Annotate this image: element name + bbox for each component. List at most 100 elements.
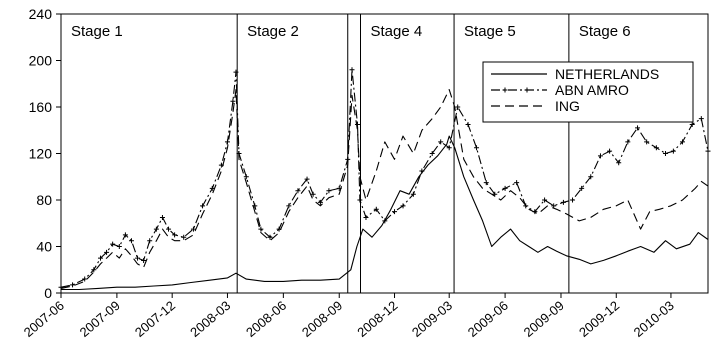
x-tick-label: 2009-06 [465, 298, 511, 340]
series-marker [514, 180, 520, 186]
series-marker [551, 203, 557, 209]
y-tick-label: 40 [36, 239, 52, 255]
y-tick-label: 240 [29, 6, 53, 22]
series-marker [209, 185, 215, 191]
series-marker [70, 282, 76, 288]
series-marker [354, 121, 360, 127]
legend-label: ING [555, 98, 580, 114]
x-tick-label: 2010-03 [631, 298, 677, 340]
series-marker [153, 226, 159, 232]
series-marker [110, 241, 116, 247]
series-marker [429, 151, 435, 156]
y-tick-label: 160 [29, 99, 53, 115]
stage-label: Stage 1 [71, 23, 123, 40]
stage-label: Stage 4 [371, 23, 423, 40]
stage-boundaries [236, 14, 570, 293]
series-marker [679, 139, 685, 145]
series-line-netherlands [61, 135, 709, 291]
series-marker [82, 276, 88, 282]
series-marker [159, 214, 165, 220]
series-marker [181, 234, 187, 240]
series-marker [230, 98, 236, 104]
series-marker [616, 160, 622, 166]
series-marker [252, 203, 258, 209]
series-marker [474, 145, 480, 151]
series-marker [243, 174, 249, 180]
legend-box [482, 61, 694, 123]
series-marker [483, 180, 489, 186]
series-marker [698, 116, 704, 122]
x-tick-label: 2008-09 [299, 298, 345, 340]
series-marker [542, 197, 548, 203]
series-marker [419, 168, 425, 174]
x-tick-label: 2009-03 [409, 298, 455, 340]
series-marker [455, 104, 461, 110]
plot-frame [60, 13, 709, 294]
stage-label: Stage 2 [247, 23, 299, 40]
series-marker [689, 121, 695, 127]
series-marker [172, 232, 178, 238]
x-tick-label: 2008-12 [354, 298, 400, 340]
stage-label: Stage 5 [464, 23, 516, 40]
series-marker [104, 249, 110, 255]
series-marker [326, 188, 332, 194]
series-marker [607, 148, 613, 154]
series-markers [58, 67, 711, 290]
series-marker [357, 197, 363, 203]
series-marker [382, 218, 388, 224]
x-tick-label: 2009-09 [521, 298, 567, 340]
series-marker [122, 232, 128, 238]
y-tick-label: 120 [29, 146, 53, 162]
series-marker [392, 209, 398, 215]
series-marker [502, 185, 508, 191]
series-marker [400, 203, 406, 209]
series-marker [597, 153, 603, 159]
series-marker [166, 226, 172, 232]
series-marker [116, 244, 122, 249]
series-marker [218, 162, 224, 168]
y-tick-label: 0 [44, 285, 52, 301]
series-marker [635, 125, 641, 131]
series-marker [465, 121, 471, 127]
series-marker [373, 206, 379, 212]
series-marker [662, 151, 668, 156]
legend-marker [502, 87, 508, 93]
series-marker [492, 191, 498, 197]
x-tick-label: 2008-03 [187, 298, 233, 340]
legend-marker [524, 87, 530, 93]
series-marker [97, 255, 103, 261]
series-marker [579, 185, 585, 191]
x-tick-label: 2007-06 [21, 298, 67, 340]
series-marker [363, 214, 369, 220]
series-marker [670, 148, 676, 154]
series-marker [286, 203, 292, 209]
series-marker [438, 139, 444, 145]
series-marker [276, 226, 282, 232]
series-marker [295, 188, 301, 194]
x-axis: 2007-06 2007-09 2007-12 2008-03 2008-06 2008-… [21, 293, 677, 340]
stage-label: Stage 6 [579, 23, 631, 40]
y-tick-label: 200 [29, 53, 53, 69]
series-marker [410, 191, 416, 197]
legend-label: ABN AMRO [555, 82, 629, 98]
series-marker [560, 199, 566, 205]
series-marker [532, 209, 538, 215]
series-marker [570, 197, 576, 203]
y-axis: 0 40 80 120 160 200 240 [29, 6, 61, 301]
series-marker [644, 139, 650, 145]
series-marker [267, 234, 273, 240]
series-marker [304, 176, 310, 182]
series-marker [200, 203, 206, 209]
stage-labels: Stage 1 Stage 2 Stage 4 Stage 5 Stage 6 [71, 23, 631, 40]
series-line-abn-amro [60, 69, 709, 288]
series-marker [336, 185, 342, 191]
series-marker [135, 255, 141, 261]
series-marker [141, 257, 147, 263]
series-marker [588, 174, 594, 180]
series-marker [310, 191, 316, 197]
legend-label: NETHERLANDS [555, 66, 659, 82]
series-marker [349, 67, 355, 73]
x-tick-label: 2008-06 [243, 298, 289, 340]
